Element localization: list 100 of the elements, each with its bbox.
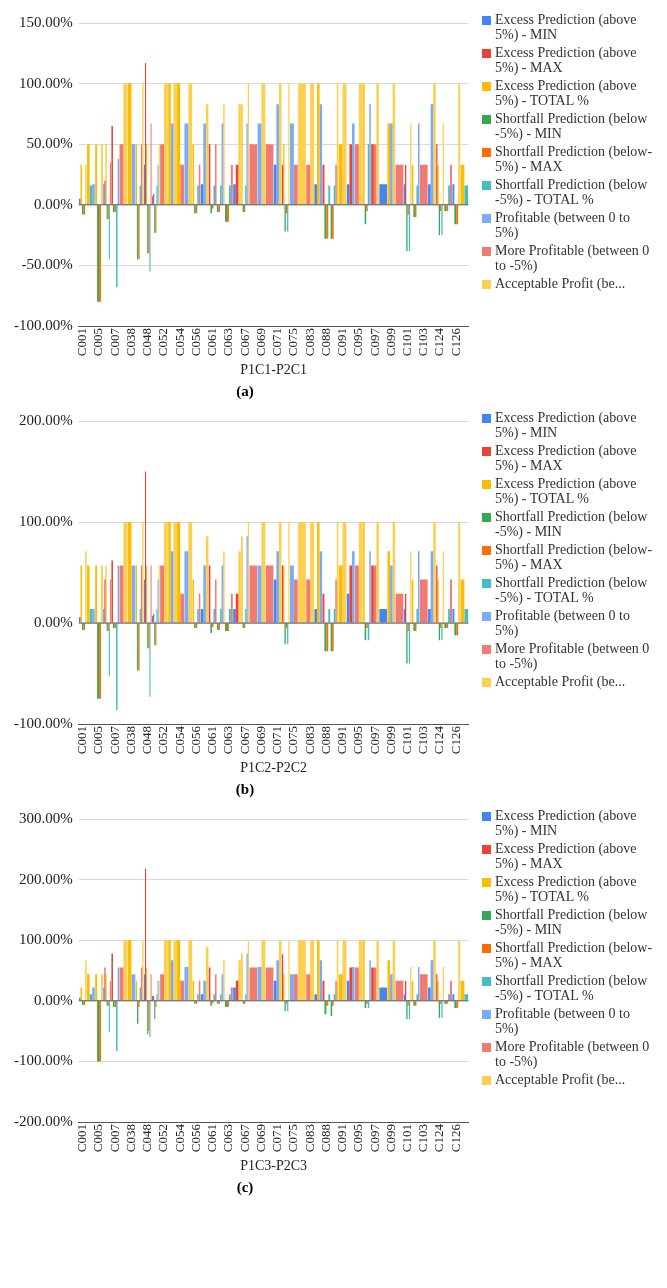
x-tick-label: C048 (139, 328, 155, 357)
y-tick-label: 50.00% (26, 135, 73, 152)
legend-label: Shortfall Prediction (below -5%) - MIN (495, 907, 649, 937)
legend-label: Excess Prediction (above 5%) - MIN (495, 410, 638, 440)
x-tick-label: C048 (139, 1124, 155, 1153)
text: (a) (235, 383, 255, 400)
legend-label: Acceptable Profit (be... (495, 1072, 626, 1087)
y-tick-label: -100.00% (13, 316, 73, 333)
legend-label: Shortfall Prediction (below -5%) - MIN (495, 509, 649, 539)
x-tick-label: C088 (317, 1124, 333, 1153)
legend-label: Excess Prediction (above 5%) - MAX (495, 841, 638, 871)
x-tick-label: C071 (269, 1124, 285, 1153)
y-tick-label: 0.00% (33, 991, 73, 1008)
x-tick-label: C005 (90, 1124, 106, 1153)
x-tick-label: C103 (415, 726, 431, 755)
x-tick-label: C061 (204, 328, 220, 357)
y-tick-label: 100.00% (18, 512, 73, 529)
x-tick-label: C101 (398, 726, 414, 755)
legend-label: Excess Prediction (above 5%) - MIN (495, 12, 638, 42)
x-tick-label: C099 (382, 1124, 398, 1153)
y-tick-label: -100.00% (13, 1052, 73, 1069)
x-tick-label: C007 (106, 1123, 122, 1153)
legend-label: Excess Prediction (above 5%) - TOTAL % (495, 874, 638, 904)
x-axis-title: P1C1-P2C1 (240, 362, 308, 378)
x-tick-label: C052 (155, 726, 171, 755)
x-tick-label: C091 (334, 328, 350, 357)
legend-label: Excess Prediction (above 5%) - MIN (495, 808, 638, 838)
x-tick-label: C054 (171, 725, 187, 755)
x-tick-label: C083 (301, 328, 317, 357)
x-tick-label: C007 (106, 725, 122, 755)
x-tick-label: C054 (171, 1123, 187, 1153)
legend-label: Shortfall Prediction (below -5%) - TOTAL % (495, 973, 649, 1003)
x-tick-label: C075 (285, 328, 301, 357)
x-tick-label: C088 (317, 328, 333, 357)
x-tick-label: C001 (74, 726, 90, 755)
x-tick-label: C095 (350, 1124, 366, 1153)
x-tick-label: C007 (106, 327, 122, 357)
x-tick-label: C048 (139, 726, 155, 755)
x-tick-label: C071 (269, 726, 285, 755)
x-tick-label: C126 (447, 327, 463, 357)
x-tick-label: C095 (350, 328, 366, 357)
x-tick-label: C038 (122, 726, 138, 755)
y-tick-label: -50.00% (21, 256, 73, 273)
legend-label: Acceptable Profit (be... (495, 276, 626, 291)
x-tick-label: C063 (220, 726, 236, 755)
x-tick-label: C038 (122, 1124, 138, 1153)
x-tick-label: C103 (415, 1124, 431, 1153)
y-tick-label: -200.00% (13, 1112, 73, 1129)
legend-label: Profitable (between 0 to 5%) (495, 210, 631, 240)
x-tick-label: C056 (187, 327, 203, 357)
legend-label: Profitable (between 0 to 5%) (495, 608, 631, 638)
x-tick-label: C126 (447, 725, 463, 755)
legend-label: Shortfall Prediction (below -5%) - TOTAL % (495, 177, 649, 207)
y-tick-label: 300.00% (18, 809, 73, 826)
y-tick-label: 100.00% (18, 74, 73, 91)
legend-label: Shortfall Prediction (below-5%) - MAX (495, 940, 654, 970)
y-tick-label: 200.00% (18, 870, 73, 887)
x-tick-label: C088 (317, 726, 333, 755)
x-tick-label: C063 (220, 328, 236, 357)
x-tick-label: C095 (350, 726, 366, 755)
x-tick-label: C061 (204, 726, 220, 755)
y-tick-label: 150.00% (18, 13, 73, 30)
x-tick-label: C126 (447, 1123, 463, 1153)
x-tick-label: C067 (236, 725, 252, 755)
x-tick-label: C001 (74, 1124, 90, 1153)
x-axis-title: P1C2-P2C2 (240, 760, 308, 776)
x-tick-label: C005 (90, 328, 106, 357)
x-tick-label: C038 (122, 328, 138, 357)
x-tick-label: C056 (187, 1123, 203, 1153)
legend-label: Profitable (between 0 to 5%) (495, 1006, 631, 1036)
x-tick-label: C124 (431, 327, 447, 357)
x-tick-label: C056 (187, 725, 203, 755)
x-tick-label: C052 (155, 328, 171, 357)
legend-label: Shortfall Prediction (below-5%) - MAX (495, 144, 654, 174)
x-tick-label: C097 (366, 1123, 382, 1153)
legend-label: Shortfall Prediction (below -5%) - MIN (495, 111, 649, 141)
legend-label: More Profitable (between 0 to -5%) (495, 1039, 651, 1069)
x-tick-label: C124 (431, 725, 447, 755)
x-tick-label: C101 (398, 328, 414, 357)
legend-label: Acceptable Profit (be... (495, 674, 626, 689)
x-tick-label: C061 (204, 1124, 220, 1153)
x-tick-label: C103 (415, 328, 431, 357)
y-tick-label: 100.00% (18, 931, 73, 948)
text: (b) (234, 781, 256, 798)
legend-label: Shortfall Prediction (below-5%) - MAX (495, 542, 654, 572)
legend-label: Excess Prediction (above 5%) - TOTAL % (495, 476, 638, 506)
x-tick-label: C097 (366, 327, 382, 357)
x-tick-label: C083 (301, 1124, 317, 1153)
x-tick-label: C069 (252, 726, 268, 755)
y-tick-label: -100.00% (13, 714, 73, 731)
legend-label: Excess Prediction (above 5%) - TOTAL % (495, 78, 638, 108)
y-tick-label: 0.00% (33, 613, 73, 630)
x-axis-title: P1C3-P2C3 (240, 1158, 308, 1174)
legend-label: Excess Prediction (above 5%) - MAX (495, 45, 638, 75)
legend-label: More Profitable (between 0 to -5%) (495, 243, 651, 273)
x-tick-label: C069 (252, 328, 268, 357)
legend-label: Excess Prediction (above 5%) - MAX (495, 443, 638, 473)
text: (c) (235, 1179, 255, 1196)
x-tick-label: C075 (285, 726, 301, 755)
y-tick-label: 0.00% (33, 195, 73, 212)
